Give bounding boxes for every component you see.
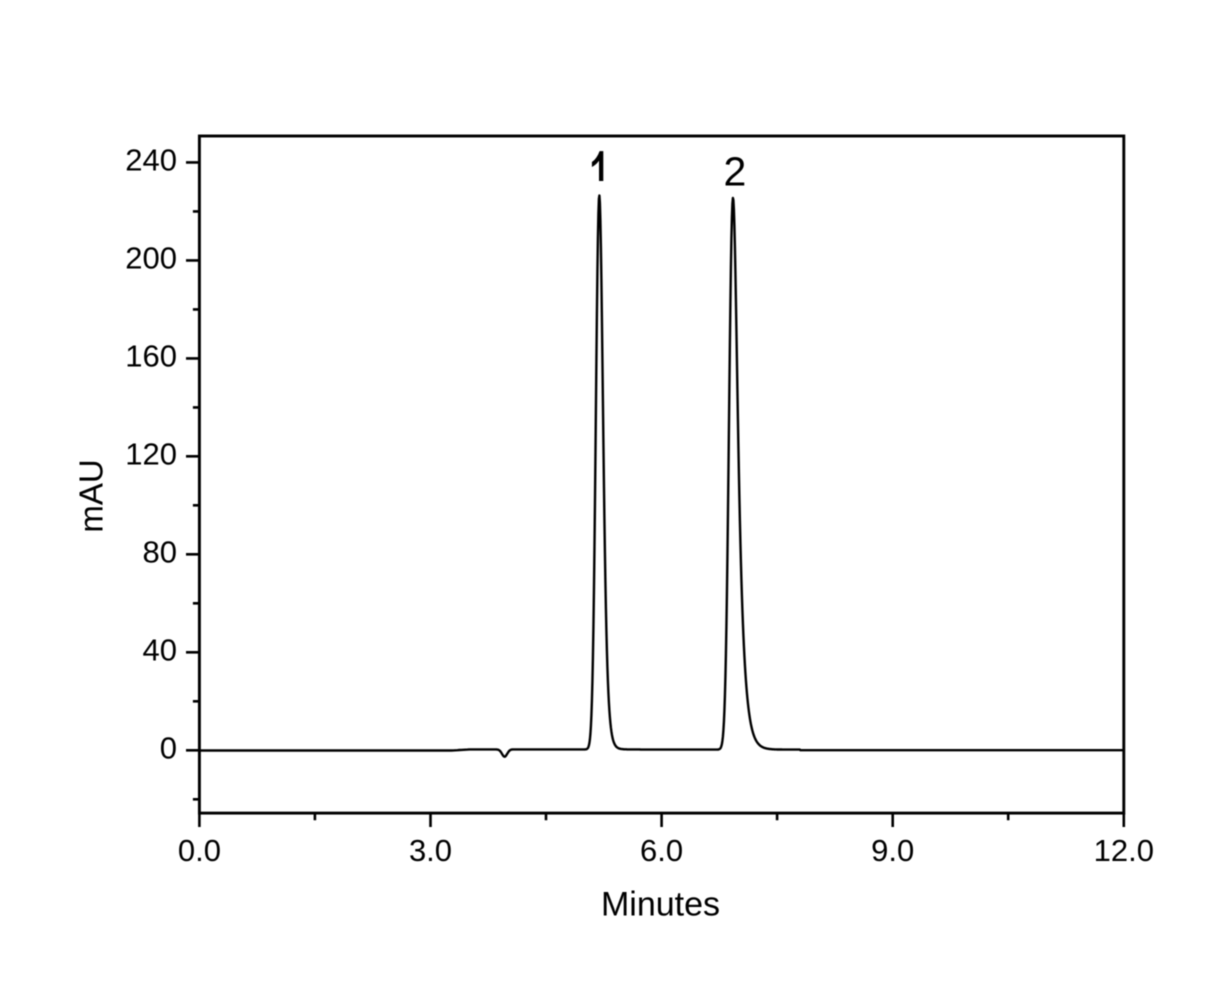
svg-text:160: 160 [125, 339, 177, 374]
svg-text:mAU: mAU [72, 459, 109, 532]
svg-text:40: 40 [143, 633, 177, 668]
svg-text:Minutes: Minutes [601, 886, 720, 924]
svg-text:2: 2 [723, 149, 746, 195]
svg-text:120: 120 [125, 437, 177, 472]
svg-text:9.0: 9.0 [871, 833, 914, 868]
svg-text:0: 0 [160, 731, 177, 766]
svg-text:12.0: 12.0 [1094, 833, 1154, 868]
svg-text:6.0: 6.0 [640, 833, 683, 868]
svg-text:0.0: 0.0 [178, 833, 221, 868]
svg-text:200: 200 [125, 241, 177, 276]
svg-text:80: 80 [143, 535, 177, 570]
svg-text:3.0: 3.0 [409, 833, 452, 868]
svg-text:240: 240 [125, 143, 177, 178]
